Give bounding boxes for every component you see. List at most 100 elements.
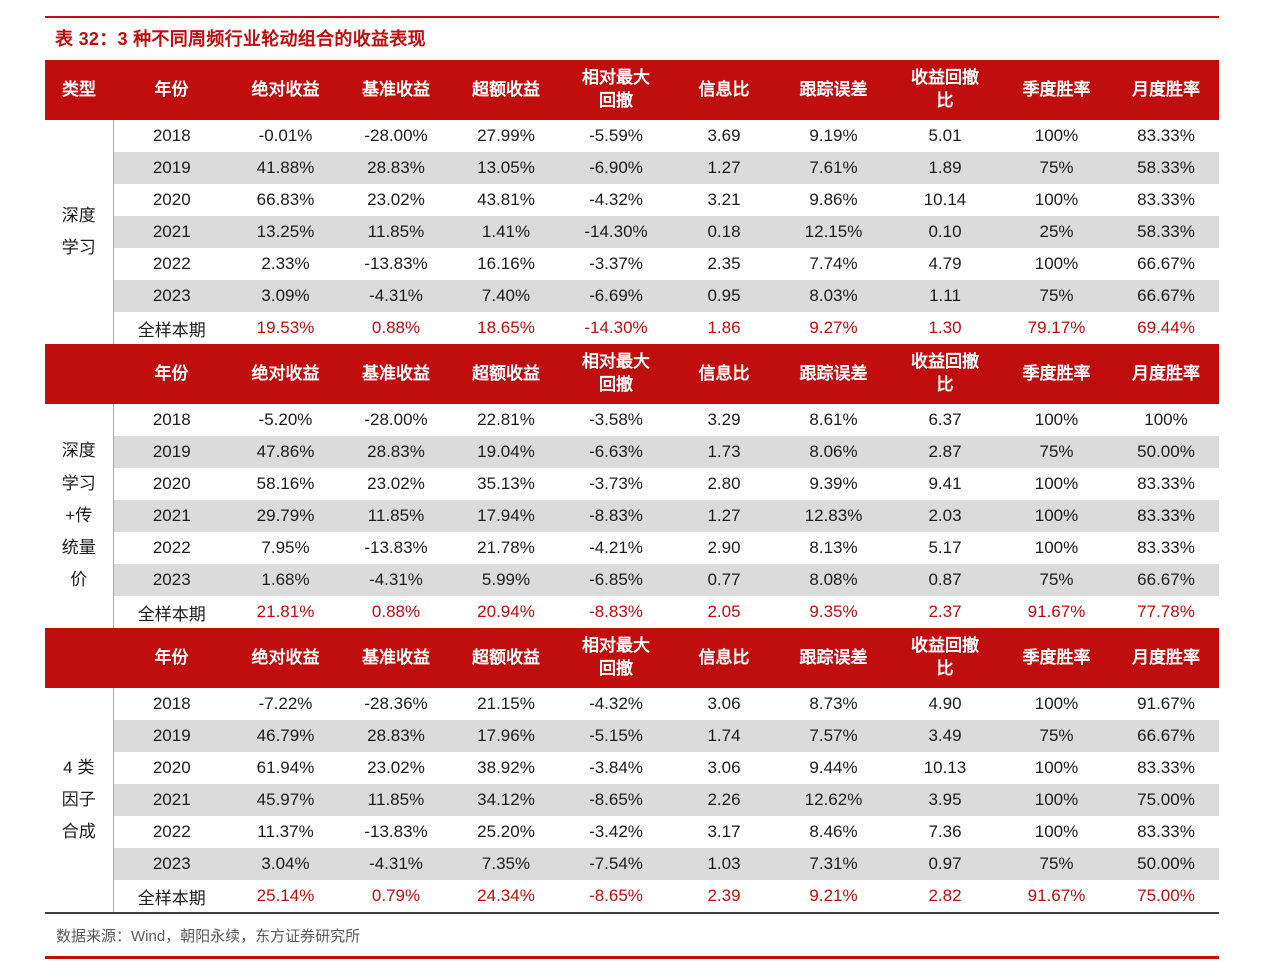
- table-row: 2022 11.37% -13.83% 25.20% -3.42% 3.17 8.46% 7.…: [45, 816, 1219, 848]
- column-header: 月度胜率: [1113, 344, 1219, 404]
- value-cell: 2.33%: [261, 254, 310, 273]
- year-cell: 2021: [113, 500, 230, 532]
- value-cell: 23.02%: [367, 758, 425, 777]
- value-cell: 91.67%: [1137, 694, 1195, 713]
- value-cell: -28.36%: [364, 694, 428, 713]
- table-row: 深度 学习 +传 统量 价 2018 -5.20% -28.00% 22.81% -3.5…: [45, 404, 1219, 628]
- value-cell: 3.21: [707, 190, 741, 209]
- year-cell: 2018: [152, 126, 191, 145]
- value-cell: -5.15%: [561, 720, 671, 752]
- value-cell: 66.67%: [1113, 280, 1219, 312]
- value-cell: 43.81%: [477, 190, 535, 209]
- value-cell: 75%: [1000, 848, 1113, 880]
- value-cell: 66.83%: [256, 190, 315, 209]
- value-cell: 4.79: [928, 254, 962, 273]
- table-row: 4 类 因子 合成 2018 -7.22% -28.36% 21.15% -4.32% 3.…: [45, 688, 1219, 913]
- top-divider-rule: [45, 16, 1219, 18]
- table-container: 类型 年份 绝对收益 基准收益 超额收益 相对最大 回撤 信息比 跟踪误差 收益回撤 比季度胜率…: [45, 60, 1219, 914]
- value-cell: 19.04%: [451, 436, 561, 468]
- value-cell: 100%: [1034, 190, 1079, 209]
- year-cell: 2020: [152, 758, 191, 777]
- value-cell: 100%: [1034, 474, 1079, 493]
- section-header-row: 年份 绝对收益 基准收益 超额收益 相对最大 回撤 信息比 跟踪误差 收益回撤 比季度胜率 月度…: [45, 628, 1219, 688]
- value-cell: 2.90: [707, 538, 741, 557]
- value-cell: 100%: [1034, 538, 1079, 557]
- column-header: 基准收益: [341, 344, 451, 404]
- table-row: 2021 29.79% 11.85% 17.94% -8.83% 1.27 12.83% 2.…: [45, 500, 1219, 532]
- value-cell: 100%: [1034, 254, 1079, 273]
- column-header: [45, 344, 113, 404]
- value-cell: 2.82: [928, 886, 962, 905]
- value-cell: 7.35%: [451, 848, 561, 880]
- table-row: 2020 61.94% 23.02% 38.92% -3.84% 3.06 9.44% 10.…: [45, 752, 1219, 784]
- value-cell: 45.97%: [230, 784, 341, 816]
- value-cell: 0.87: [890, 564, 1000, 596]
- table-row: 2021 45.97% 11.85% 34.12% -8.65% 2.26 12.62% 3.…: [45, 784, 1219, 816]
- value-cell: 50.00%: [1113, 436, 1219, 468]
- value-cell: 22.81%: [477, 410, 535, 429]
- year-cell: 2019: [113, 720, 230, 752]
- value-cell: 1.11: [890, 280, 1000, 312]
- value-cell: 5.17: [928, 538, 962, 557]
- type-cell: 深度 学习 +传 统量 价: [45, 404, 114, 628]
- value-cell: 25.14%: [256, 886, 315, 905]
- value-cell: 3.04%: [230, 848, 341, 880]
- value-cell: -7.22%: [258, 694, 313, 713]
- table-row: 2019 46.79% 28.83% 17.96% -5.15% 1.74 7.57% 3.4…: [45, 720, 1219, 752]
- value-cell: -4.32%: [589, 694, 643, 713]
- value-cell: 6.37: [928, 410, 962, 429]
- value-cell: 7.57%: [777, 720, 890, 752]
- summary-label: 全样本期: [137, 604, 206, 624]
- value-cell: 83.33%: [1137, 126, 1195, 145]
- value-cell: 3.95: [890, 784, 1000, 816]
- table-row: 2023 1.68% -4.31% 5.99% -6.85% 0.77 8.08% 0.87 7…: [45, 564, 1219, 596]
- value-cell: 58.33%: [1113, 216, 1219, 248]
- value-cell: -13.83%: [364, 538, 428, 557]
- value-cell: 7.36: [928, 822, 962, 841]
- value-cell: 100%: [1034, 126, 1079, 145]
- year-cell: 2018: [152, 694, 191, 713]
- table-row: 2019 47.86% 28.83% 19.04% -6.63% 1.73 8.06% 2.8…: [45, 436, 1219, 468]
- value-cell: 1.27: [671, 152, 777, 184]
- value-cell: 3.06: [707, 694, 741, 713]
- value-cell: -6.90%: [561, 152, 671, 184]
- value-cell: 100%: [1034, 758, 1079, 777]
- value-cell: 7.95%: [261, 538, 310, 557]
- year-cell: 2021: [113, 216, 230, 248]
- value-cell: 83.33%: [1137, 190, 1195, 209]
- value-cell: -14.30%: [561, 216, 671, 248]
- value-cell: 2.87: [890, 436, 1000, 468]
- value-cell: 2.35: [707, 254, 741, 273]
- value-cell: 75.00%: [1137, 886, 1195, 905]
- returns-table: 类型 年份 绝对收益 基准收益 超额收益 相对最大 回撤 信息比 跟踪误差 收益回撤 比季度胜率…: [45, 60, 1219, 914]
- value-cell: 9.21%: [809, 886, 858, 905]
- value-cell: 38.92%: [477, 758, 535, 777]
- value-cell: 100%: [1144, 410, 1188, 429]
- year-cell: 2020: [152, 474, 191, 493]
- value-cell: -4.32%: [589, 190, 643, 209]
- value-cell: 75%: [1000, 720, 1113, 752]
- value-cell: 11.85%: [341, 784, 451, 816]
- value-cell: 9.27%: [809, 318, 858, 337]
- column-header: 年份: [113, 344, 230, 404]
- value-cell: 9.41: [928, 474, 962, 493]
- year-cell: 2021: [113, 784, 230, 816]
- value-cell: 23.02%: [367, 474, 425, 493]
- column-header: 相对最大 回撤: [561, 344, 671, 404]
- value-cell: 2.05: [707, 602, 741, 621]
- value-cell: 0.88%: [371, 602, 421, 621]
- column-header: 跟踪误差: [777, 60, 890, 120]
- value-cell: 28.83%: [341, 720, 451, 752]
- value-cell: 50.00%: [1113, 848, 1219, 880]
- value-cell: 8.13%: [809, 538, 858, 557]
- value-cell: 83.33%: [1113, 500, 1219, 532]
- column-header: 绝对收益: [230, 628, 341, 688]
- value-cell: 11.37%: [257, 822, 314, 841]
- value-cell: -8.83%: [589, 602, 643, 621]
- summary-row: 全样本期 25.14% 0.79% 24.34% -8.65% 2.39 9.21% 2.82…: [45, 880, 1219, 913]
- column-header: 绝对收益: [230, 60, 341, 120]
- value-cell: 9.19%: [809, 126, 858, 145]
- column-header: 绝对收益: [230, 344, 341, 404]
- value-cell: 5.99%: [451, 564, 561, 596]
- value-cell: -4.31%: [341, 280, 451, 312]
